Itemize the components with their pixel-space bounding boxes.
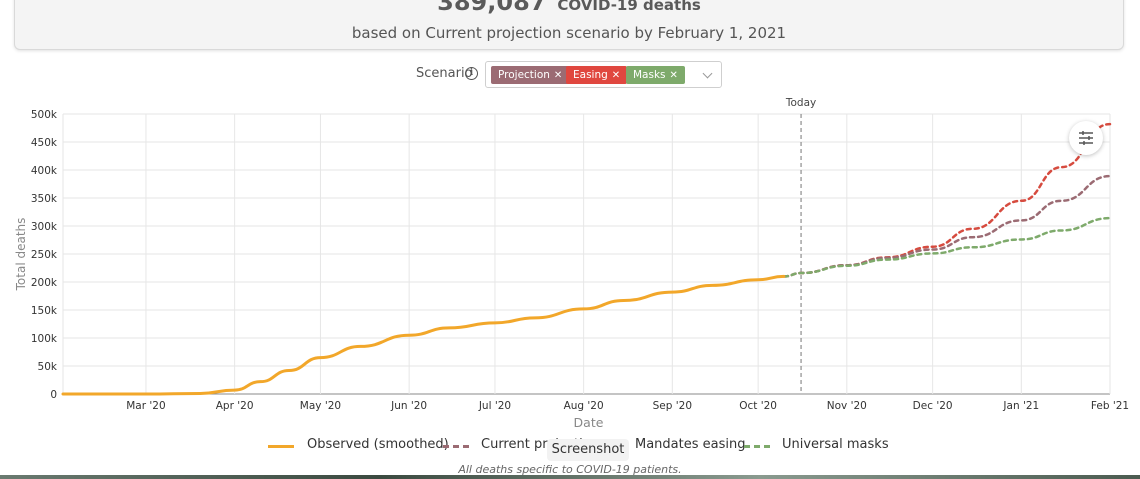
y-tick-label: 250k: [31, 249, 58, 261]
page-edge-strip: [0, 475, 1140, 479]
death-count: 389,087: [437, 0, 547, 16]
sliders-icon: [1079, 131, 1093, 145]
y-tick-label: 450k: [31, 137, 58, 149]
series-line-observed: [61, 274, 786, 396]
legend-item-easing[interactable]: Mandates easing: [635, 437, 746, 452]
chip-easing[interactable]: Easing ✕: [566, 66, 628, 84]
y-tick-label: 100k: [31, 333, 58, 345]
legend-swatch-masks: [744, 445, 770, 448]
x-tick-label: Dec '20: [913, 400, 953, 412]
x-tick-label: Oct '20: [739, 400, 777, 412]
x-tick-label: May '20: [300, 400, 341, 412]
series-line-masks: [782, 216, 1112, 278]
close-icon[interactable]: ✕: [611, 70, 621, 81]
x-tick-label: Mar '20: [126, 400, 165, 412]
x-tick-label: Aug '20: [564, 400, 604, 412]
y-axis-label: Total deaths: [14, 218, 28, 292]
screenshot-tooltip: Screenshot: [547, 439, 629, 461]
legend-item-observed[interactable]: Observed (smoothed): [307, 437, 449, 452]
close-icon[interactable]: ✕: [553, 70, 563, 81]
chip-label: Masks: [633, 69, 666, 81]
y-tick-label: 50k: [38, 361, 58, 373]
headline: 389,087 COVID-19 deaths: [15, 0, 1123, 18]
x-axis-label: Date: [574, 415, 604, 430]
x-tick-label: Feb '21: [1091, 400, 1129, 412]
scenario-multiselect[interactable]: Projection ✕ Easing ✕ Masks ✕: [485, 61, 722, 88]
y-tick-label: 350k: [31, 193, 58, 205]
chip-masks[interactable]: Masks ✕: [626, 66, 685, 84]
chip-label: Projection: [498, 69, 550, 81]
y-tick-label: 500k: [31, 109, 58, 121]
chart-footnote: All deaths specific to COVID-19 patients…: [458, 463, 682, 476]
x-tick-label: Apr '20: [216, 400, 254, 412]
today-label: Today: [785, 97, 816, 109]
legend-swatch-projection: [443, 445, 469, 448]
y-tick-label: 400k: [31, 165, 58, 177]
close-icon[interactable]: ✕: [669, 70, 678, 81]
x-tick-label: Jul '20: [478, 400, 511, 412]
chart-settings-button[interactable]: [1069, 121, 1103, 155]
chip-label: Easing: [573, 69, 608, 81]
legend-swatch-observed: [268, 445, 294, 448]
x-tick-label: Nov '20: [827, 400, 867, 412]
scenario-subtitle: based on Current projection scenario by …: [351, 24, 787, 42]
scenario-label: Scenario: [416, 66, 473, 81]
x-tick-label: Sep '20: [653, 400, 692, 412]
chip-projection[interactable]: Projection ✕: [491, 66, 570, 84]
x-tick-label: Jun '20: [390, 400, 427, 412]
x-tick-label: Jan '21: [1002, 400, 1039, 412]
legend-item-masks[interactable]: Universal masks: [782, 437, 889, 452]
scenario-selector-row: Scenario i Projection ✕ Easing ✕ Masks ✕: [0, 60, 1140, 90]
y-tick-label: 300k: [31, 221, 58, 233]
y-tick-label: 0: [50, 389, 57, 401]
y-tick-label: 200k: [31, 277, 58, 289]
death-suffix: COVID-19 deaths: [557, 0, 701, 14]
y-tick-label: 150k: [31, 305, 58, 317]
summary-card: 389,087 COVID-19 deaths based on Current…: [14, 0, 1124, 50]
info-circle-icon[interactable]: i: [465, 67, 478, 80]
